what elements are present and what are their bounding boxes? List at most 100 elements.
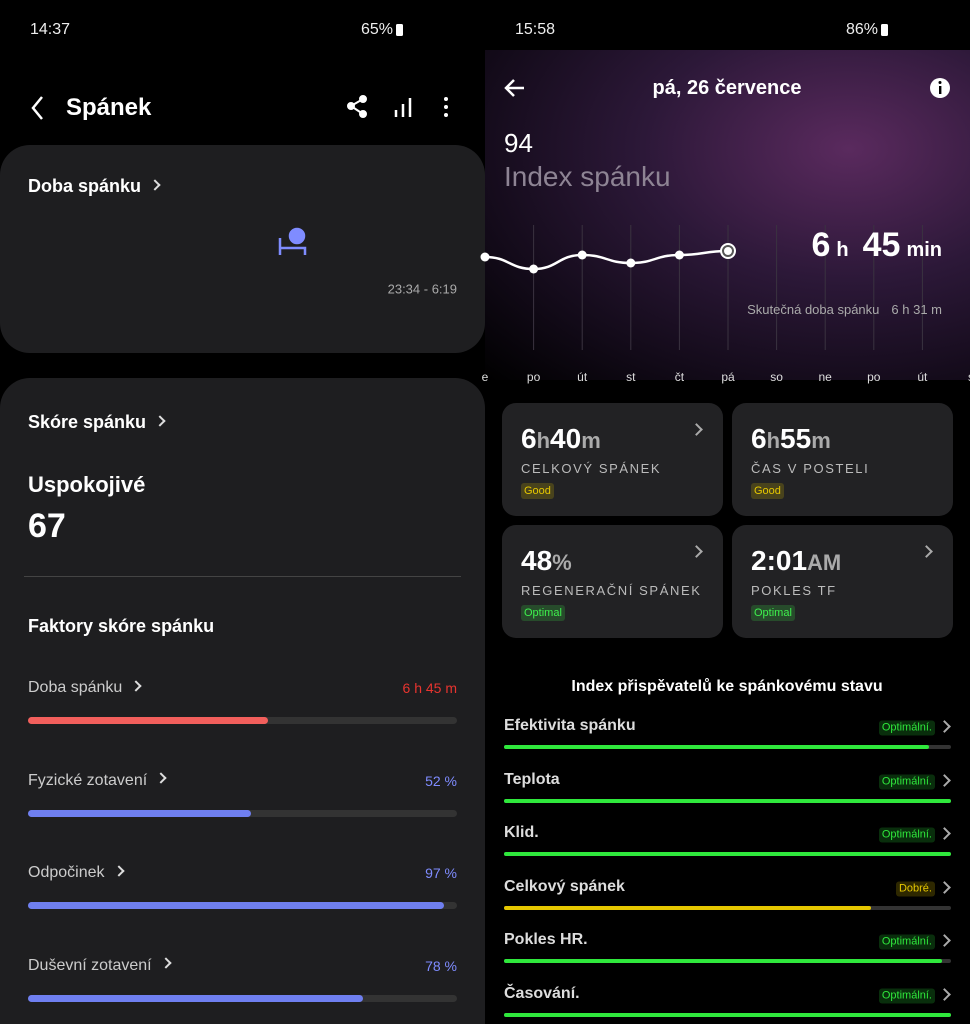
- divider: [24, 576, 461, 577]
- battery-icon: [396, 24, 403, 36]
- day-label: po: [867, 370, 881, 384]
- tile-label: ČAS V POSTELI: [751, 461, 870, 476]
- factor-label[interactable]: Odpočinek: [28, 865, 125, 881]
- tile-unit: AM: [807, 550, 842, 575]
- factor-value: 78 %: [425, 957, 457, 974]
- contributor-label: Klid.: [504, 824, 539, 842]
- actual-label: Skutečná doba spánku: [747, 302, 880, 317]
- tile-unit: h: [766, 428, 781, 453]
- status-battery: 65%: [360, 21, 393, 38]
- factor-label[interactable]: Duševní zotavení: [28, 957, 172, 974]
- contributor-bar: [504, 745, 929, 749]
- day-label: e: [481, 370, 489, 384]
- chevron: [149, 179, 161, 191]
- duration-minutes: 45: [862, 226, 901, 264]
- day-label: čt: [674, 370, 685, 384]
- bed-icon: [278, 227, 307, 255]
- contributor-badge: Optimální.: [878, 774, 935, 790]
- chevron: [130, 680, 142, 692]
- duration-hours: 6: [811, 226, 831, 264]
- metric-tile[interactable]: 48% REGENERAČNÍ SPÁNEK Optimal: [502, 525, 723, 638]
- tile-chevron: [690, 545, 703, 558]
- sleep-duration: 6 h 45 min: [811, 226, 942, 265]
- screen-title: Spánek: [66, 94, 152, 121]
- tile-unit: h: [536, 428, 551, 453]
- factor-value: 52 %: [425, 772, 457, 789]
- trend-point: [480, 252, 490, 262]
- day-label: ne: [818, 370, 832, 384]
- contributor-bar: [504, 905, 871, 910]
- tile-label: POKLES TF: [751, 583, 837, 598]
- contributor-bar: [504, 852, 951, 857]
- day-label: pá: [721, 370, 735, 384]
- contributor-badge: Dobré.: [895, 881, 935, 897]
- trend-point: [722, 245, 734, 257]
- factor-label[interactable]: Fyzické zotavení: [28, 772, 167, 789]
- tile-chevron: [920, 545, 933, 558]
- tile-label: CELKOVÝ SPÁNEK: [521, 461, 662, 476]
- contributor-bar: [504, 959, 943, 964]
- tile-unit: m: [581, 428, 601, 453]
- tile-badge: Optimal: [521, 605, 565, 621]
- chevron: [155, 772, 167, 784]
- share-icon[interactable]: [347, 95, 367, 118]
- trend-point: [577, 250, 587, 260]
- index-label: Index spánku: [504, 161, 671, 192]
- factor-bar: [28, 809, 252, 817]
- contributor-bar: [504, 1013, 951, 1017]
- tile-number: 55: [780, 423, 812, 454]
- factor-bar: [28, 717, 269, 724]
- tile-value: 6 h 55 m: [751, 423, 831, 455]
- score-card: [0, 378, 485, 1024]
- card-title[interactable]: Skóre spánku: [28, 413, 166, 431]
- day-label: út: [917, 370, 928, 384]
- tile-badge: Good: [521, 483, 554, 499]
- chevron: [159, 957, 172, 969]
- factors-title: Faktory skóre spánku: [28, 616, 215, 636]
- score-value: 67: [28, 507, 66, 545]
- tile-number: 48: [521, 545, 553, 576]
- day-label: po: [526, 370, 541, 384]
- more-icon[interactable]: [444, 97, 448, 117]
- tile-number: 6: [521, 423, 537, 454]
- metric-tile[interactable]: 6 h 55 m ČAS V POSTELI Good: [732, 403, 953, 516]
- contributor-badge: Optimální.: [878, 988, 935, 1004]
- contributor-label: Teplota: [504, 770, 560, 788]
- date-title: pá, 26 července: [652, 77, 802, 99]
- metric-tile[interactable]: 2:01 AM POKLES TF Optimal: [732, 525, 953, 638]
- stats-icon[interactable]: [394, 98, 412, 117]
- chevron: [112, 865, 125, 877]
- tile-number: 40: [550, 423, 582, 454]
- tile-badge: Optimal: [751, 605, 795, 621]
- score-rating: Uspokojivé: [28, 472, 146, 497]
- duration-hours-unit: h: [836, 239, 849, 261]
- metric-tile[interactable]: 6 h 40 m CELKOVÝ SPÁNEK Good: [502, 403, 723, 516]
- contributor-label: Časování.: [504, 985, 580, 1002]
- trend-point: [674, 250, 684, 260]
- tile-label: REGENERAČNÍ SPÁNEK: [521, 583, 702, 598]
- chevron: [154, 415, 166, 427]
- contributor-badge: Optimální.: [878, 720, 935, 736]
- contributor-label: Celkový spánek: [504, 877, 625, 895]
- back-icon[interactable]: [504, 79, 524, 97]
- actual-value: 6 h 31 m: [891, 302, 942, 317]
- tile-value: 6 h 40 m: [521, 423, 601, 455]
- factor-label[interactable]: Doba spánku: [28, 680, 142, 696]
- index-value: 94: [504, 128, 533, 158]
- factor-value: 97 %: [425, 865, 457, 881]
- card-title[interactable]: Doba spánku: [28, 177, 161, 195]
- sleep-range: 23:34 - 6:19: [387, 281, 457, 297]
- trend-chart: [480, 225, 923, 350]
- actual-sleep: Skutečná doba spánku 6 h 31 m: [747, 302, 942, 317]
- back-icon[interactable]: [31, 96, 43, 120]
- battery-icon: [881, 24, 888, 36]
- trend-point: [529, 264, 539, 274]
- trend-point: [626, 258, 636, 268]
- day-label: st: [626, 370, 636, 384]
- contributor-badge: Optimální.: [878, 934, 935, 950]
- tile-number: 2:01: [751, 545, 808, 576]
- tile-number: 6: [751, 423, 767, 454]
- duration-minutes-unit: min: [906, 239, 942, 261]
- status-battery: 86%: [845, 21, 878, 38]
